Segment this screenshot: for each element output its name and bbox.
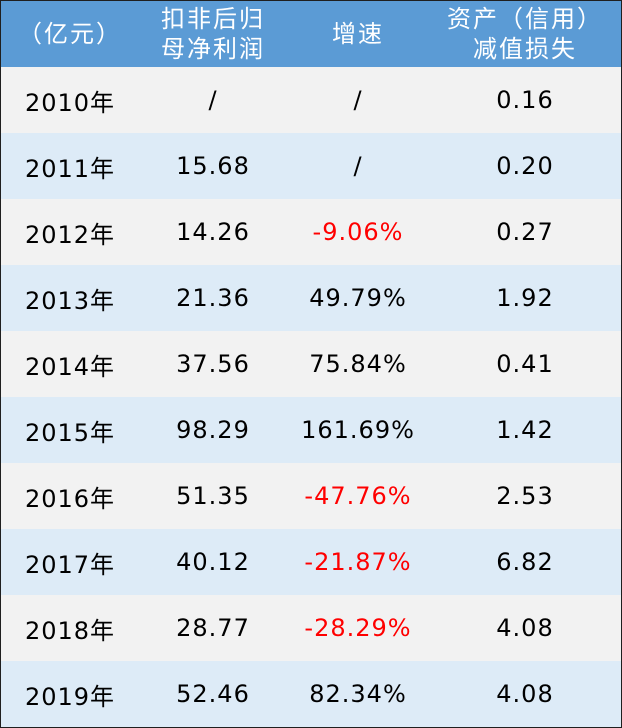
header-impairment-line2: 减值损失 xyxy=(473,35,577,63)
year-cell: 2015年 xyxy=(24,418,116,447)
header-profit-line2: 母净利润 xyxy=(161,35,265,63)
profit-cell: 28.77 xyxy=(176,614,250,642)
year-cell: 2012年 xyxy=(24,220,116,249)
year-cell: 2010年 xyxy=(24,88,116,117)
year-cell: 2019年 xyxy=(24,682,116,711)
table-row: 2015年 98.29 161.69% 1.42 xyxy=(1,397,621,463)
profit-cell: 37.56 xyxy=(176,350,250,378)
header-growth-label: 增速 xyxy=(332,20,384,48)
growth-cell: 161.69% xyxy=(301,416,415,444)
impairment-cell: 0.27 xyxy=(496,218,554,246)
year-cell: 2018年 xyxy=(24,616,116,645)
year-cell: 2013年 xyxy=(24,286,116,315)
header-unit: （亿元） xyxy=(1,1,139,67)
table-row: 2019年 52.46 82.34% 4.08 xyxy=(1,661,621,727)
table-row: 2011年 15.68 / 0.20 xyxy=(1,133,621,199)
table-row: 2012年 14.26 -9.06% 0.27 xyxy=(1,199,621,265)
impairment-cell: 0.41 xyxy=(496,350,554,378)
growth-cell: 49.79% xyxy=(309,284,407,312)
growth-cell-negative: -21.87% xyxy=(304,548,412,576)
profit-cell: 98.29 xyxy=(176,416,250,444)
header-unit-label: （亿元） xyxy=(18,20,122,48)
impairment-cell: 2.53 xyxy=(496,482,554,510)
profit-cell: 51.35 xyxy=(176,482,250,510)
impairment-cell: 4.08 xyxy=(496,680,554,708)
profit-cell: 52.46 xyxy=(176,680,250,708)
impairment-cell: 0.20 xyxy=(496,152,554,180)
growth-cell-negative: -28.29% xyxy=(304,614,412,642)
growth-cell-negative: -9.06% xyxy=(312,218,404,246)
table-row: 2018年 28.77 -28.29% 4.08 xyxy=(1,595,621,661)
year-cell: 2014年 xyxy=(24,352,116,381)
growth-cell: / xyxy=(353,86,363,114)
impairment-cell: 6.82 xyxy=(496,548,554,576)
profit-cell: 40.12 xyxy=(176,548,250,576)
impairment-cell: 1.42 xyxy=(496,416,554,444)
growth-cell: 82.34% xyxy=(309,680,407,708)
profit-cell: 14.26 xyxy=(176,218,250,246)
impairment-cell: 0.16 xyxy=(496,86,554,114)
header-profit: 扣非后归 母净利润 xyxy=(139,1,287,67)
table-row: 2013年 21.36 49.79% 1.92 xyxy=(1,265,621,331)
profit-cell: 15.68 xyxy=(176,152,250,180)
year-cell: 2016年 xyxy=(24,484,116,513)
table-row: 2016年 51.35 -47.76% 2.53 xyxy=(1,463,621,529)
growth-cell: / xyxy=(353,152,363,180)
table-row: 2017年 40.12 -21.87% 6.82 xyxy=(1,529,621,595)
header-impairment: 资产（信用） 减值损失 xyxy=(429,1,621,67)
year-cell: 2011年 xyxy=(24,154,116,183)
impairment-cell: 4.08 xyxy=(496,614,554,642)
table-header: （亿元） 扣非后归 母净利润 增速 资产（信用） 减值损失 xyxy=(1,1,621,67)
header-growth: 增速 xyxy=(287,1,429,67)
profit-cell: / xyxy=(208,86,218,114)
year-cell: 2017年 xyxy=(24,550,116,579)
header-profit-line1: 扣非后归 xyxy=(161,5,265,33)
table-row: 2010年 / / 0.16 xyxy=(1,67,621,133)
growth-cell-negative: -47.76% xyxy=(304,482,412,510)
impairment-cell: 1.92 xyxy=(496,284,554,312)
table-row: 2014年 37.56 75.84% 0.41 xyxy=(1,331,621,397)
header-impairment-line1: 资产（信用） xyxy=(447,5,603,33)
profit-cell: 21.36 xyxy=(176,284,250,312)
growth-cell: 75.84% xyxy=(309,350,407,378)
